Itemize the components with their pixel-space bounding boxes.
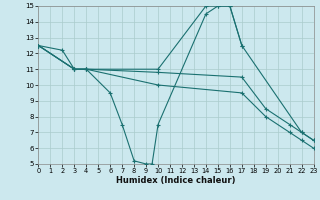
X-axis label: Humidex (Indice chaleur): Humidex (Indice chaleur) (116, 176, 236, 185)
